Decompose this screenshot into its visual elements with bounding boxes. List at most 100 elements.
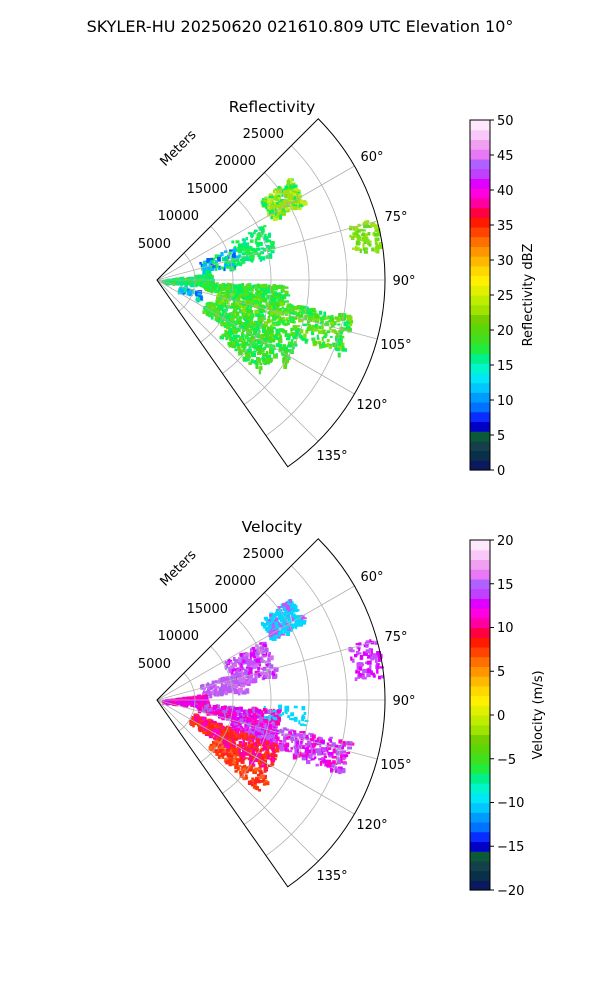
echo-cell: [283, 606, 286, 611]
echo-cell: [374, 248, 377, 253]
echo-cell: [224, 322, 228, 325]
echo-cell: [233, 293, 238, 299]
echo-cell: [221, 739, 224, 744]
echo-cell: [266, 665, 269, 668]
echo-cell: [256, 283, 260, 287]
echo-cell: [298, 720, 301, 725]
echo-cell: [255, 644, 259, 648]
echo-cell: [278, 333, 282, 338]
echo-cell: [255, 247, 261, 251]
echo-cell: [352, 226, 356, 231]
echo-cell: [176, 699, 180, 704]
echo-cell: [267, 657, 271, 663]
echo-cell: [281, 211, 286, 216]
echo-cell: [264, 726, 269, 730]
echo-cell: [264, 716, 267, 719]
echo-cell: [261, 232, 264, 236]
echo-cell: [288, 607, 292, 613]
echo-cell: [247, 743, 251, 748]
echo-cell: [268, 336, 273, 339]
echo-cell: [198, 705, 202, 711]
echo-cell: [294, 344, 298, 347]
echo-cell: [244, 351, 250, 355]
echo-cell: [288, 195, 293, 200]
echo-cell: [284, 610, 288, 613]
echo-cell: [267, 239, 272, 243]
echo-cell: [225, 732, 231, 735]
echo-cell: [257, 732, 262, 737]
echo-cell: [232, 668, 237, 671]
echo-cell: [312, 739, 315, 744]
echo-cell: [190, 721, 193, 726]
echo-cell: [252, 763, 256, 767]
echo-cell: [249, 761, 252, 766]
echo-cell: [233, 751, 236, 755]
colorbar-segment: [470, 812, 490, 823]
echo-cell: [256, 748, 259, 753]
echo-cell: [273, 284, 278, 289]
echo-cell: [299, 731, 304, 734]
echo-cell: [290, 601, 294, 605]
echo-cell: [194, 277, 197, 280]
velocity-cb-tick-15: 15: [497, 578, 514, 593]
echo-cell: [319, 737, 323, 742]
echo-cell: [226, 294, 230, 299]
echo-cell: [260, 774, 265, 779]
echo-cell: [328, 755, 333, 758]
echo-cell: [277, 624, 279, 629]
echo-cell: [324, 323, 330, 326]
echo-cell: [238, 709, 242, 713]
echo-cell: [226, 283, 232, 287]
colorbar-segment: [470, 676, 490, 687]
echo-cell: [242, 719, 246, 722]
echo-cell: [246, 689, 249, 693]
echo-cell: [254, 767, 259, 772]
velocity-radial-tick-25000: 25000: [243, 547, 284, 562]
echo-cell: [362, 243, 365, 248]
colorbar-segment: [470, 588, 490, 599]
colorbar-segment: [470, 178, 490, 189]
echo-cell: [276, 328, 280, 333]
echo-cell: [271, 323, 277, 326]
echo-cell: [283, 736, 286, 740]
azimuth-spoke: [156, 640, 378, 701]
echo-cell: [323, 752, 327, 758]
echo-cell: [268, 619, 271, 622]
echo-cell: [236, 668, 240, 673]
echo-cell: [227, 680, 230, 683]
colorbar-segment: [470, 139, 490, 150]
echo-cell: [254, 670, 260, 675]
echo-cell: [290, 318, 295, 323]
echo-cell: [218, 291, 222, 296]
echo-cell: [263, 225, 267, 228]
echo-cell: [272, 722, 276, 727]
echo-cell: [269, 732, 272, 735]
echo-cell: [342, 762, 348, 765]
echo-cell: [340, 741, 346, 746]
echo-cell: [216, 692, 220, 697]
echo-cell: [339, 335, 345, 339]
echo-cell: [272, 739, 277, 744]
echo-cell: [281, 626, 284, 631]
echo-cell: [348, 320, 354, 324]
echo-cell: [235, 334, 240, 338]
echo-cell: [253, 345, 257, 349]
echo-cell: [300, 723, 305, 726]
echo-cell: [262, 310, 266, 313]
reflectivity-colorbar-segments: [470, 120, 490, 471]
echo-cell: [258, 226, 262, 231]
echo-cell: [274, 734, 278, 738]
echo-cell: [269, 255, 272, 258]
colorbar-segment: [470, 549, 490, 561]
colorbar-segment: [470, 656, 490, 667]
echo-cell: [322, 342, 325, 345]
echo-cell: [272, 708, 275, 712]
echo-cell: [232, 334, 238, 339]
echo-cell: [318, 330, 323, 334]
echo-cell: [342, 327, 347, 331]
echo-cell: [272, 349, 275, 355]
echo-cell: [253, 756, 257, 759]
echo-cell: [298, 751, 302, 757]
echo-cell: [223, 263, 229, 268]
echo-cell: [236, 304, 241, 310]
